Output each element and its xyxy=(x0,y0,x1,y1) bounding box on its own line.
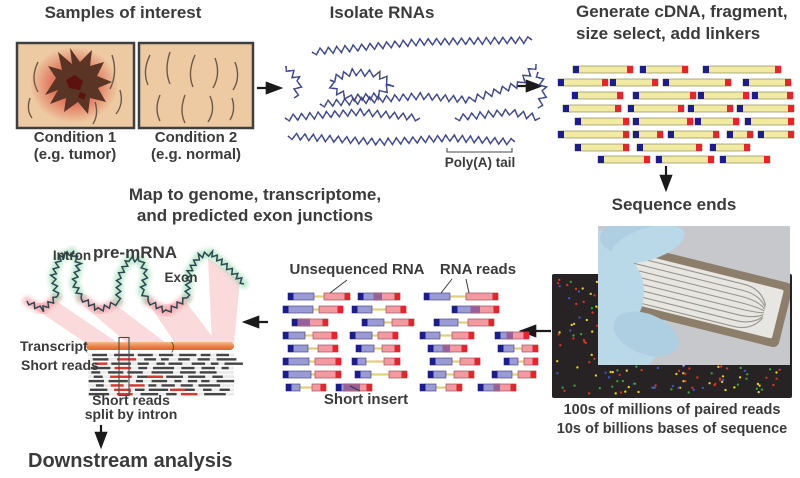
map-title-line1: Map to genome, transcriptome, xyxy=(128,185,382,204)
mapping-illustration: () xyxy=(22,246,249,397)
sequence-caption1: 100s of millions of paired reads xyxy=(563,402,781,418)
condition1-label: Condition 1 xyxy=(33,129,117,146)
flow-arrows xyxy=(94,79,673,450)
cdna-fragments xyxy=(557,65,795,164)
intron-label: Intron xyxy=(52,248,92,263)
paired-reads xyxy=(282,292,539,392)
samples-title: Samples of interest xyxy=(44,3,202,22)
transcript-label: Transcript xyxy=(20,338,88,354)
short-insert-label: Short insert xyxy=(323,391,409,408)
sample-boxes xyxy=(15,41,255,130)
flowcell-photo xyxy=(598,226,790,365)
condition2-sublabel: (e.g. normal) xyxy=(150,146,242,163)
isolate-title: Isolate RNAs xyxy=(329,3,435,22)
sequence-caption2: 10s of billions bases of sequence xyxy=(556,421,788,437)
unsequenced-rna-label: Unsequenced RNA xyxy=(289,261,425,278)
split-reads-label-line2: split by intron xyxy=(84,406,178,422)
transcript-bar xyxy=(86,342,234,350)
rna-reads-label: RNA reads xyxy=(439,261,517,278)
cdna-title-line1: Generate cDNA, fragment, xyxy=(576,2,788,21)
sequence-title: Sequence ends xyxy=(611,195,737,214)
polya-bracket xyxy=(446,148,513,153)
condition1-sublabel: (e.g. tumor) xyxy=(33,146,117,163)
svg-text:): ) xyxy=(171,341,175,353)
cdna-title-line2: size select, add linkers xyxy=(576,24,761,43)
tumor-illustration xyxy=(27,47,123,125)
map-title-line2: and predicted exon junctions xyxy=(136,206,374,225)
flow-cell xyxy=(608,242,790,348)
polya-label: Poly(A) tail xyxy=(444,155,516,170)
rna-strands xyxy=(284,35,549,147)
normal-skin-hairs xyxy=(144,51,239,124)
exon-label: Exon xyxy=(164,270,198,285)
svg-text:(: ( xyxy=(84,341,88,353)
condition2-label: Condition 2 xyxy=(154,129,238,146)
short-reads-pileup xyxy=(88,353,243,396)
premrna-label: pre-mRNA xyxy=(92,243,178,262)
short-reads-label: Short reads xyxy=(21,357,99,373)
split-reads-label-line1: Short reads xyxy=(92,392,170,408)
pre-mrna-strand xyxy=(22,246,249,318)
transcript-marks: () xyxy=(84,341,175,353)
downstream-title: Downstream analysis xyxy=(28,450,233,472)
intron-position-box xyxy=(118,336,130,397)
